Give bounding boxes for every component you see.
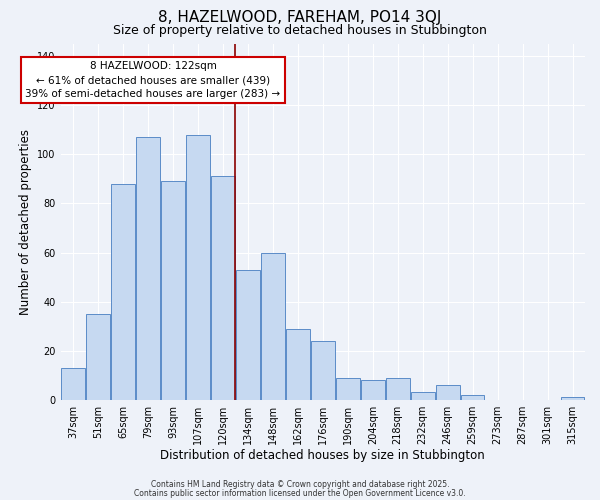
Bar xyxy=(161,182,185,400)
Bar xyxy=(136,137,160,400)
Y-axis label: Number of detached properties: Number of detached properties xyxy=(19,129,32,315)
Bar xyxy=(461,395,484,400)
Bar xyxy=(111,184,135,400)
Bar xyxy=(211,176,235,400)
Bar xyxy=(236,270,260,400)
Bar xyxy=(411,392,434,400)
Bar xyxy=(186,135,210,400)
Bar xyxy=(286,328,310,400)
Bar xyxy=(261,252,285,400)
X-axis label: Distribution of detached houses by size in Stubbington: Distribution of detached houses by size … xyxy=(160,450,485,462)
Bar xyxy=(560,398,584,400)
Bar xyxy=(86,314,110,400)
Text: Contains public sector information licensed under the Open Government Licence v3: Contains public sector information licen… xyxy=(134,488,466,498)
Text: 8, HAZELWOOD, FAREHAM, PO14 3QJ: 8, HAZELWOOD, FAREHAM, PO14 3QJ xyxy=(158,10,442,25)
Bar xyxy=(436,385,460,400)
Text: Contains HM Land Registry data © Crown copyright and database right 2025.: Contains HM Land Registry data © Crown c… xyxy=(151,480,449,489)
Bar xyxy=(386,378,410,400)
Bar xyxy=(61,368,85,400)
Bar xyxy=(311,341,335,400)
Text: 8 HAZELWOOD: 122sqm
← 61% of detached houses are smaller (439)
39% of semi-detac: 8 HAZELWOOD: 122sqm ← 61% of detached ho… xyxy=(25,61,281,99)
Bar xyxy=(336,378,359,400)
Text: Size of property relative to detached houses in Stubbington: Size of property relative to detached ho… xyxy=(113,24,487,37)
Bar xyxy=(361,380,385,400)
